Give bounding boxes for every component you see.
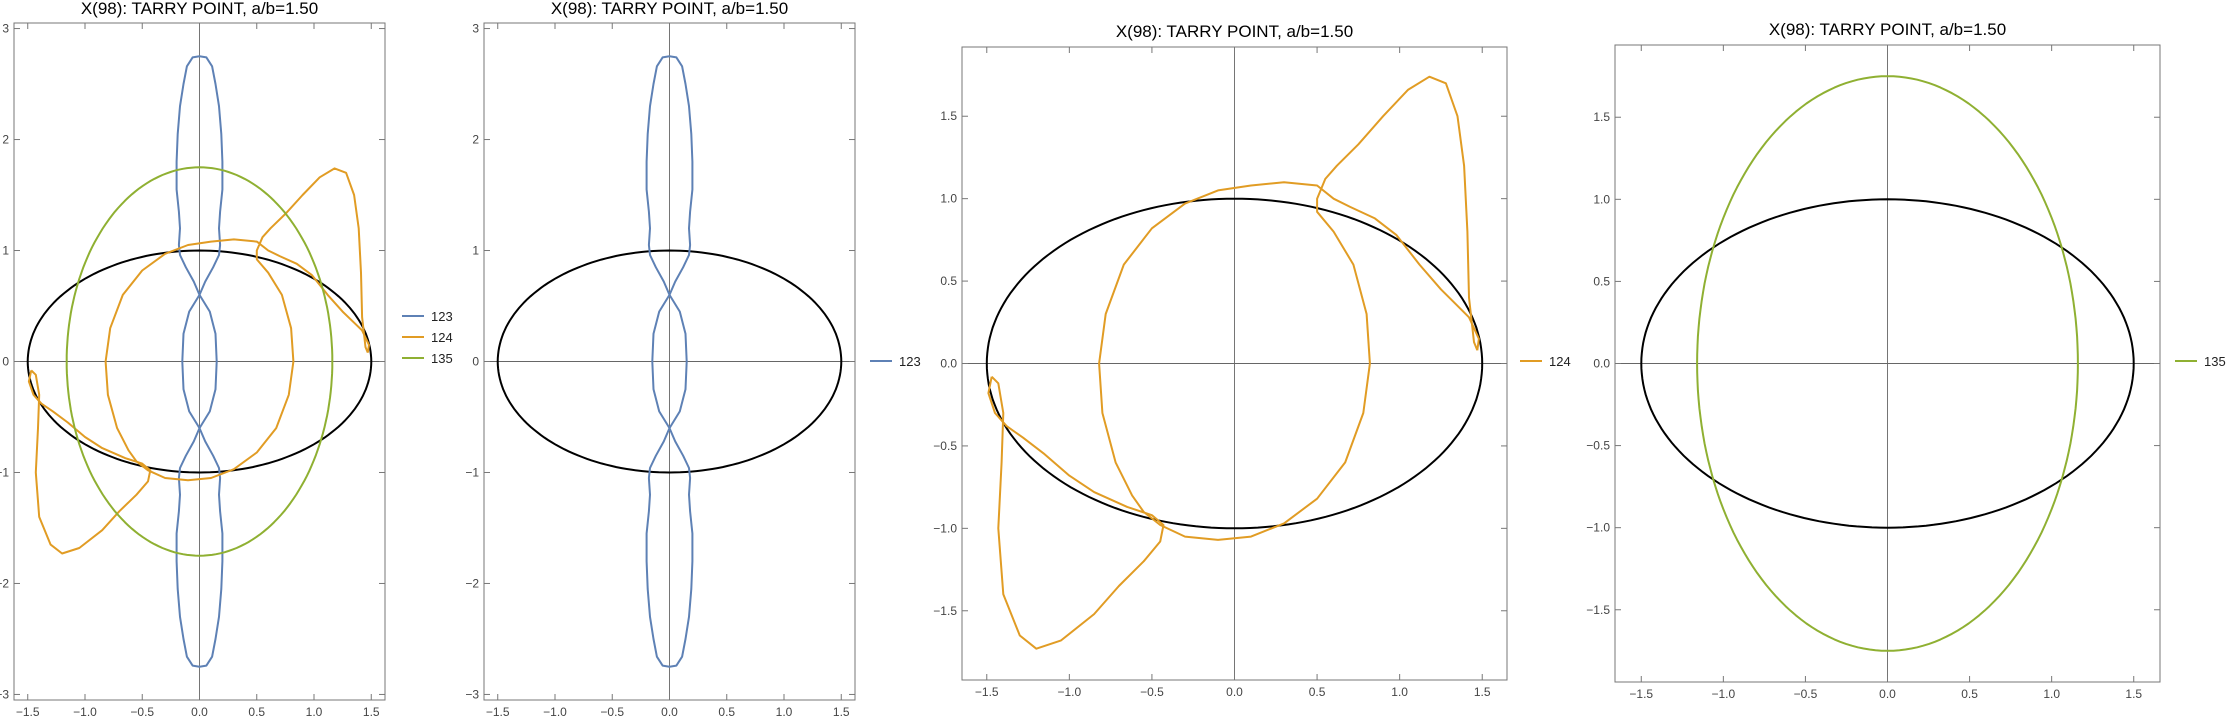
series-135-curve [65,166,334,557]
x-tick-label: −1.5 [16,705,40,719]
chart-panel-1: −1.5−1.0−0.50.00.51.01.5−3−2−10123X(98):… [0,0,453,719]
y-tick-label: 1.0 [1593,192,1610,206]
x-tick-label: 1.0 [776,705,793,719]
x-tick-label: −0.5 [600,705,624,719]
legend-label-124: 124 [431,330,453,345]
y-tick-label: −2 [465,576,479,590]
y-tick-label: 1 [472,244,479,258]
y-tick-label: −1 [0,465,9,479]
y-tick-label: 0.0 [940,357,957,371]
y-tick-label: 1.5 [1593,110,1610,124]
x-tick-label: −0.5 [130,705,154,719]
chart-panel-3: −1.5 −1.0 −0.5 0.0 0.5 1.0 1.5 −1.5 −1.0 −0.5 0.0 0… [933,22,1570,699]
x-tick-label: 0.5 [248,705,265,719]
x-tick-label: 0.0 [661,705,678,719]
y-tick-label: 2 [472,133,479,147]
chart-title: X(98): TARRY POINT, a/b=1.50 [551,0,788,18]
x-tick-label: 0.5 [718,705,735,719]
chart-title: X(98): TARRY POINT, a/b=1.50 [1769,20,2006,39]
y-tick-label: 3 [2,22,9,36]
y-tick-label: −2 [0,576,9,590]
y-tick-label: −3 [465,687,479,701]
x-tick-label: 0.5 [1309,685,1326,699]
y-tick-label: −1.0 [1586,521,1610,535]
y-tick-label: 1 [2,244,9,258]
y-tick-label: −0.5 [933,439,957,453]
x-tick-label: −1.0 [1711,687,1735,701]
y-tick-label: 2 [2,133,9,147]
series-123-curve [175,55,224,668]
y-tick-label: 0 [2,355,9,369]
legend-label-123: 123 [899,354,921,369]
chart-title: X(98): TARRY POINT, a/b=1.50 [1116,22,1353,41]
chart-panel-2: −1.5 −1.0 −0.5 0.0 0.5 1.0 1.5−3−2−10123X(98):… [465,0,920,719]
x-tick-label: −0.5 [1794,687,1818,701]
series-124-curve [27,167,370,555]
y-tick-label: 0.5 [940,274,957,288]
x-tick-label: 1.5 [833,705,850,719]
series-135-curve [1696,75,2079,652]
x-tick-label: −1.0 [73,705,97,719]
y-tick-label: −1.0 [933,521,957,535]
y-tick-label: −3 [0,687,9,701]
y-tick-label: 3 [472,22,479,36]
series-124-curve [987,75,1480,650]
x-tick-label: −0.5 [1140,685,1164,699]
reference-ellipse [985,197,1484,530]
legend-label-124: 124 [1549,354,1571,369]
x-tick-label: −1.0 [543,705,567,719]
reference-ellipse [1640,198,2135,529]
x-tick-label: 1.0 [2043,687,2060,701]
reference-ellipse [496,249,843,474]
x-tick-label: −1.5 [1629,687,1653,701]
chart-title: X(98): TARRY POINT, a/b=1.50 [81,0,318,18]
x-tick-label: −1.5 [975,685,999,699]
y-tick-label: −0.5 [1586,439,1610,453]
y-tick-label: −1 [465,465,479,479]
x-tick-label: 0.0 [191,705,208,719]
y-tick-label: 1.5 [940,109,957,123]
x-tick-label: −1.0 [1057,685,1081,699]
legend-label-123: 123 [431,309,453,324]
reference-ellipse [26,249,373,474]
x-tick-label: 0.5 [1961,687,1978,701]
x-tick-label: 1.0 [1391,685,1408,699]
x-tick-label: 1.5 [1474,685,1491,699]
x-tick-label: 0.0 [1879,687,1896,701]
series-123-curve [645,55,694,668]
y-tick-label: 0.5 [1593,274,1610,288]
y-tick-label: 0.0 [1593,357,1610,371]
y-tick-label: −1.5 [1586,603,1610,617]
chart-panel-4: −1.5 −1.0 −0.5 0.0 0.5 1.0 1.5 −1.5 −1.0 −0.5 0.0 0… [1586,20,2225,701]
y-tick-label: −1.5 [933,604,957,618]
y-tick-label: 1.0 [940,192,957,206]
x-tick-label: −1.5 [486,705,510,719]
y-tick-label: 0 [472,355,479,369]
x-tick-label: 1.0 [306,705,323,719]
legend-label-135: 135 [431,351,453,366]
x-tick-label: 1.5 [2125,687,2142,701]
legend-label-135: 135 [2204,354,2226,369]
x-tick-label: 1.5 [363,705,380,719]
x-tick-label: 0.0 [1226,685,1243,699]
